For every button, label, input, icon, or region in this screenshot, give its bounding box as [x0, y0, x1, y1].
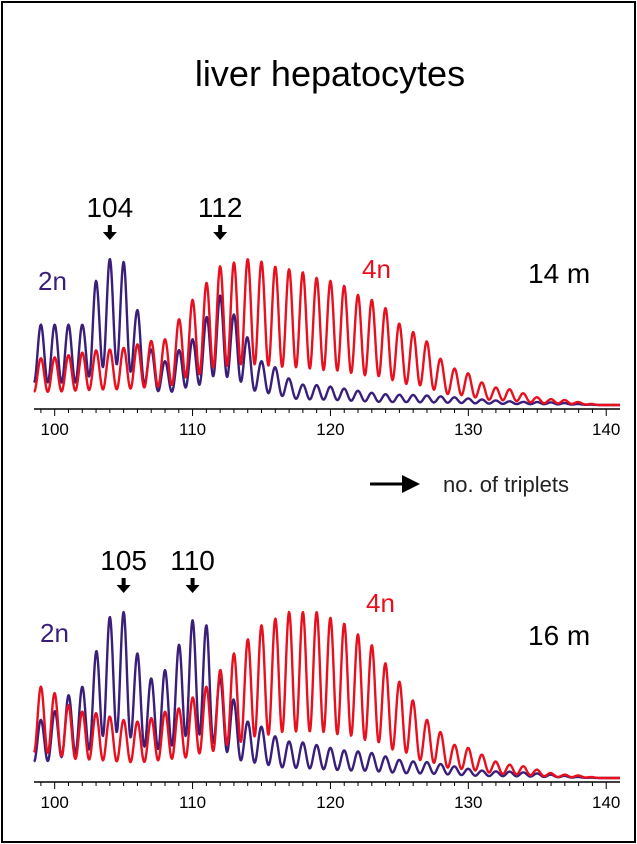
arrow-right-icon — [370, 475, 420, 493]
series-line-4n — [32, 610, 621, 780]
x-tick-label: 130 — [454, 793, 482, 812]
panel-16m: 100 110 120 130 140 105 110 2n 4n 16 m — [32, 545, 621, 812]
chart-title: liver hepatocytes — [195, 53, 465, 94]
series-label-4n: 4n — [366, 588, 395, 618]
x-tick-label: 140 — [592, 420, 620, 439]
x-tick-label: 140 — [592, 793, 620, 812]
x-tick-label: 100 — [40, 420, 68, 439]
arrow-down-icon — [213, 225, 228, 240]
arrow-down-icon — [185, 578, 200, 593]
x-tick-label: 120 — [316, 420, 344, 439]
x-axis-label: no. of triplets — [443, 472, 569, 497]
x-tick-label: 110 — [179, 420, 206, 439]
arrow-down-icon — [116, 578, 131, 593]
series-line-4n — [33, 258, 621, 407]
peak-label: 112 — [198, 192, 243, 223]
peak-label: 110 — [170, 545, 215, 576]
xlabel-row: no. of triplets — [370, 472, 569, 497]
series-line-2n — [33, 610, 621, 780]
age-label: 16 m — [528, 620, 590, 651]
peak-label: 105 — [100, 545, 147, 576]
panel-14m: 100 110 120 130 140 104 112 2n 4n 14 m — [33, 192, 621, 439]
x-tick-label: 110 — [179, 793, 206, 812]
series-label-2n: 2n — [38, 266, 67, 296]
peak-label: 104 — [86, 192, 133, 223]
x-tick-label: 130 — [454, 420, 482, 439]
series-label-2n: 2n — [40, 618, 69, 648]
age-label: 14 m — [528, 258, 590, 289]
series-line-2n — [33, 257, 621, 407]
arrow-down-icon — [102, 225, 117, 240]
x-tick-label: 100 — [40, 793, 68, 812]
x-tick-label: 120 — [316, 793, 344, 812]
series-label-4n: 4n — [362, 254, 391, 284]
